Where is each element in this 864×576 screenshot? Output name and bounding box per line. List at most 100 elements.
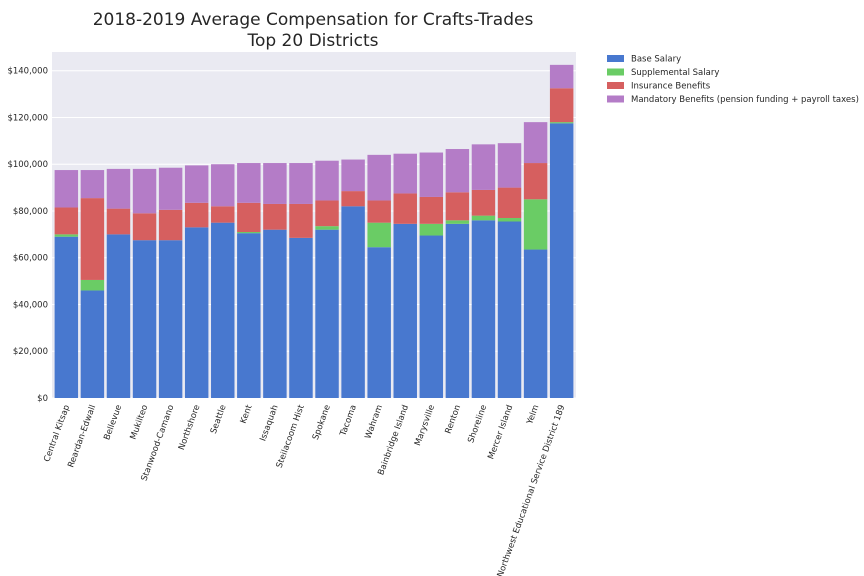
bar-segment — [445, 223, 470, 398]
x-tick-label: Central Kitsap — [42, 404, 72, 464]
y-tick-label: $60,000 — [13, 254, 48, 264]
x-tick-label: Steilacoom Hist — [275, 403, 307, 469]
y-tick-label: $40,000 — [13, 300, 48, 310]
bar-segment — [158, 209, 183, 241]
bar-segment — [471, 144, 496, 190]
legend: Base Salary Supplemental Salary Insurance … — [607, 55, 859, 105]
bar-segment — [549, 88, 574, 123]
bar-segment — [106, 234, 131, 398]
bar-segment — [341, 206, 365, 398]
legend-label: Base Salary — [631, 55, 681, 65]
bar-segment — [106, 168, 131, 209]
legend-swatch — [607, 55, 624, 62]
bar-segment — [80, 198, 105, 280]
bar-segment — [158, 240, 183, 398]
bar-segment — [497, 221, 522, 398]
bar-segment — [184, 227, 209, 398]
y-tick-label: $100,000 — [7, 160, 48, 170]
bar-segment — [315, 226, 339, 230]
bar-segment — [315, 200, 339, 227]
bar-segment — [54, 236, 79, 398]
bar-segment — [263, 163, 287, 204]
x-tick-label: Northshore — [177, 404, 203, 452]
bar-segment — [315, 229, 339, 398]
bar-segment — [184, 165, 209, 203]
bar-segment — [289, 203, 313, 238]
bar-segment — [393, 153, 417, 194]
bar-segment — [471, 220, 496, 398]
x-tick-label: Shoreline — [466, 404, 489, 445]
bar-segment — [367, 200, 391, 223]
bar-segment — [471, 215, 496, 221]
bar-segment — [237, 163, 261, 203]
bar-segment — [106, 208, 131, 235]
x-tick-label: Tacoma — [338, 404, 359, 439]
bar-segment — [158, 167, 183, 210]
chart-subtitle: Top 20 Districts — [246, 31, 378, 51]
x-tick-label: Wahram — [363, 404, 385, 441]
bar-segment — [54, 234, 79, 237]
bar-segment — [419, 152, 444, 197]
bar-segment — [393, 223, 417, 398]
chart-title: 2018-2019 Average Compensation for Craft… — [93, 10, 534, 30]
x-tick-label: Seattle — [209, 404, 229, 436]
bar-segment — [523, 199, 548, 250]
bar-segment — [445, 192, 470, 221]
x-tick-label: Reardan-Edwall — [66, 404, 98, 469]
bar-segment — [184, 202, 209, 228]
bar-segment — [54, 170, 79, 208]
legend-swatch — [607, 68, 624, 76]
bar-segment — [549, 122, 574, 124]
bar-segment — [549, 123, 574, 399]
bar-segment — [471, 189, 496, 216]
bar-segment — [445, 149, 470, 193]
x-tick-label: Bellevue — [102, 404, 124, 442]
bar-segment — [497, 217, 522, 222]
bar-segment — [523, 249, 548, 398]
bar-segment — [367, 222, 391, 248]
x-tick-label: Mukilteo — [129, 404, 151, 441]
x-tick-label: Issaquah — [258, 404, 280, 443]
y-axis-ticks: $0 $20,000 $40,000 $60,000 $80,000 $100,000 $1… — [7, 67, 48, 404]
legend-label: Insurance Benefits — [631, 82, 711, 92]
legend-swatch — [607, 82, 624, 89]
bar-segment — [393, 193, 417, 224]
y-tick-label: $120,000 — [7, 113, 48, 123]
y-tick-label: $140,000 — [7, 67, 48, 77]
x-tick-label: Yelm — [525, 404, 542, 427]
bar-segment — [132, 213, 157, 241]
bar-segment — [237, 202, 261, 233]
bar-segment — [419, 235, 444, 398]
bar-segment — [80, 290, 105, 398]
bar-segment — [523, 122, 548, 164]
bar-segment — [211, 206, 235, 223]
legend-label: Mandatory Benefits (pension funding + pa… — [631, 95, 859, 105]
bar-segment — [263, 229, 287, 398]
bar-segment — [367, 247, 391, 398]
bar-segment — [132, 168, 157, 214]
bar-segment — [341, 159, 365, 192]
x-tick-label: Mercer Island — [486, 404, 515, 461]
bar-segment — [237, 233, 261, 398]
legend-label: Supplemental Salary — [631, 68, 719, 78]
bar-segment — [80, 170, 105, 199]
x-tick-label: Marysville — [413, 404, 437, 448]
y-tick-label: $80,000 — [13, 207, 48, 217]
bar-segment — [523, 163, 548, 200]
bars — [54, 64, 574, 399]
x-tick-label: Kent — [239, 403, 255, 425]
bar-segment — [367, 154, 391, 201]
bar-segment — [497, 143, 522, 188]
plot-area — [52, 52, 576, 398]
bar-segment — [263, 203, 287, 230]
bar-segment — [497, 187, 522, 218]
x-tick-label: Spokane — [311, 404, 333, 442]
bar-segment — [419, 223, 444, 236]
legend-swatch — [607, 95, 624, 103]
bar-segment — [80, 279, 105, 291]
bar-segment — [549, 64, 574, 89]
bar-segment — [237, 232, 261, 234]
bar-segment — [211, 222, 235, 398]
